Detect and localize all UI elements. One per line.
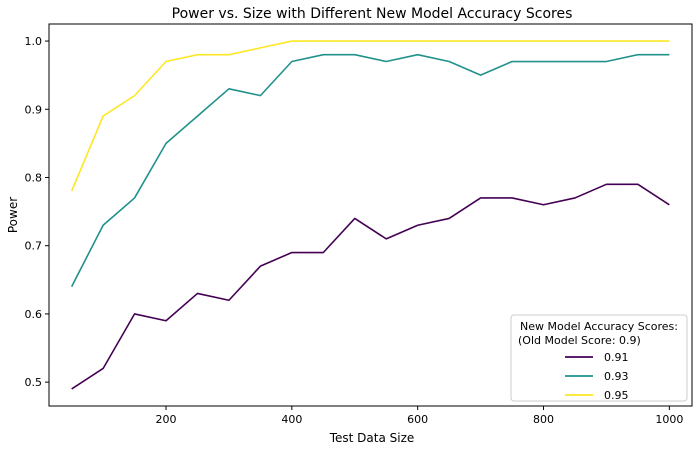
x-tick-label: 200 <box>156 413 177 426</box>
y-tick-label: 0.5 <box>25 376 43 389</box>
x-tick-label: 600 <box>407 413 428 426</box>
legend-label-0.95: 0.95 <box>604 389 629 402</box>
legend-title-line-1: New Model Accuracy Scores: <box>520 320 678 333</box>
x-tick-label: 400 <box>281 413 302 426</box>
plot-frame <box>48 23 693 407</box>
x-tick-label: 800 <box>533 413 554 426</box>
y-tick-label: 0.6 <box>25 308 43 321</box>
y-tick-label: 0.8 <box>25 171 43 184</box>
legend-title-line-2: (Old Model Score: 0.9) <box>518 334 641 347</box>
y-tick-label: 1.0 <box>25 35 43 48</box>
series-line-0.95 <box>70 40 670 192</box>
ticks-layer: 200 400 600 800 1000 0.5 0.6 0.7 0.8 0.9 1.0 <box>25 35 684 426</box>
series-layer <box>70 40 670 390</box>
legend-label-0.93: 0.93 <box>604 370 629 383</box>
x-tick-label: 1000 <box>655 413 683 426</box>
legend-box <box>510 314 688 402</box>
legend-entries: 0.91 0.93 0.95 <box>565 351 629 402</box>
legend: New Model Accuracy Scores: (Old Model Sc… <box>510 314 688 402</box>
y-axis-label: Power <box>6 197 20 233</box>
y-tick-label: 0.9 <box>25 103 43 116</box>
chart-title: Power vs. Size with Different New Model … <box>172 6 573 22</box>
series-line-0.93 <box>70 53 670 287</box>
series-line-0.91 <box>71 183 670 390</box>
x-axis-label: Test Data Size <box>329 431 415 445</box>
y-tick-label: 0.7 <box>25 240 43 253</box>
legend-label-0.91: 0.91 <box>604 351 629 364</box>
